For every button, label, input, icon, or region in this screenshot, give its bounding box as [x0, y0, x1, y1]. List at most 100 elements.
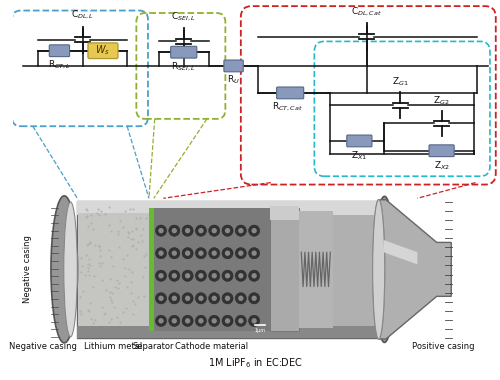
Circle shape [172, 273, 177, 279]
Text: R$_{SEI, L}$: R$_{SEI, L}$ [172, 60, 196, 73]
Circle shape [169, 247, 180, 259]
Text: Separator: Separator [132, 342, 173, 351]
Circle shape [248, 293, 260, 304]
Circle shape [248, 225, 260, 236]
Circle shape [156, 315, 166, 326]
Circle shape [212, 296, 217, 301]
Circle shape [182, 293, 193, 304]
Text: Positive casing: Positive casing [412, 342, 474, 351]
Circle shape [212, 250, 217, 256]
FancyBboxPatch shape [224, 60, 243, 72]
Text: Stainless-steel spacer: Stainless-steel spacer [282, 229, 288, 305]
Text: Conical spring: Conical spring [312, 242, 318, 292]
Bar [270, 208, 299, 331]
Circle shape [156, 270, 166, 281]
Text: 1µm: 1µm [254, 328, 266, 333]
Bar [78, 201, 378, 338]
Circle shape [185, 228, 190, 233]
Circle shape [212, 318, 217, 323]
Circle shape [208, 315, 220, 326]
Text: R$_U$: R$_U$ [227, 74, 240, 86]
Circle shape [196, 270, 206, 281]
Circle shape [225, 273, 230, 279]
Circle shape [182, 315, 193, 326]
Circle shape [225, 228, 230, 233]
Circle shape [236, 315, 246, 326]
Circle shape [222, 315, 233, 326]
Circle shape [238, 273, 244, 279]
Ellipse shape [372, 200, 384, 339]
Text: C$_{SEI, L}$: C$_{SEI, L}$ [172, 11, 196, 23]
Ellipse shape [64, 202, 78, 337]
Bar [149, 208, 154, 331]
Text: Negative casing: Negative casing [8, 342, 76, 351]
FancyBboxPatch shape [429, 145, 454, 157]
Circle shape [222, 270, 233, 281]
Circle shape [208, 247, 220, 259]
Text: R$_{CT,L}$: R$_{CT,L}$ [48, 59, 71, 71]
Ellipse shape [374, 196, 394, 342]
Text: Cathode material: Cathode material [175, 342, 248, 351]
Text: C$_{DL, Cat}$: C$_{DL, Cat}$ [351, 6, 382, 18]
Circle shape [196, 247, 206, 259]
Circle shape [248, 270, 260, 281]
FancyBboxPatch shape [347, 135, 372, 147]
Text: Z$_{G2}$: Z$_{G2}$ [434, 95, 450, 107]
Bar [78, 213, 149, 326]
Circle shape [196, 225, 206, 236]
Circle shape [238, 296, 244, 301]
Circle shape [196, 293, 206, 304]
FancyBboxPatch shape [276, 87, 303, 99]
Bar [78, 201, 378, 215]
Text: Z$_{X2}$: Z$_{X2}$ [434, 159, 450, 172]
Circle shape [248, 247, 260, 259]
Circle shape [198, 273, 203, 279]
Circle shape [172, 296, 177, 301]
Circle shape [172, 250, 177, 256]
Text: $W_s$: $W_s$ [96, 43, 110, 57]
Circle shape [158, 250, 164, 256]
Circle shape [172, 318, 177, 323]
Text: Z$_{G1}$: Z$_{G1}$ [392, 76, 409, 88]
Text: Lithium metal: Lithium metal [84, 342, 142, 351]
Circle shape [208, 293, 220, 304]
Circle shape [208, 270, 220, 281]
Circle shape [252, 296, 257, 301]
Circle shape [182, 225, 193, 236]
Circle shape [222, 247, 233, 259]
Circle shape [225, 250, 230, 256]
Text: R$_{CT, Cat}$: R$_{CT, Cat}$ [272, 101, 303, 114]
Circle shape [252, 228, 257, 233]
Circle shape [238, 318, 244, 323]
Circle shape [156, 225, 166, 236]
Circle shape [222, 293, 233, 304]
Circle shape [169, 293, 180, 304]
Circle shape [198, 296, 203, 301]
Circle shape [158, 296, 164, 301]
Circle shape [185, 296, 190, 301]
Bar [299, 211, 332, 328]
Circle shape [236, 225, 246, 236]
Circle shape [198, 228, 203, 233]
Circle shape [169, 315, 180, 326]
Circle shape [252, 318, 257, 323]
Circle shape [225, 296, 230, 301]
Circle shape [236, 247, 246, 259]
Circle shape [158, 273, 164, 279]
Text: Z$_{X1}$: Z$_{X1}$ [352, 149, 368, 162]
Circle shape [238, 228, 244, 233]
Circle shape [252, 250, 257, 256]
Circle shape [196, 315, 206, 326]
FancyBboxPatch shape [50, 45, 70, 57]
Circle shape [185, 250, 190, 256]
Text: Negative casing: Negative casing [24, 236, 32, 303]
Circle shape [222, 225, 233, 236]
Circle shape [198, 318, 203, 323]
Circle shape [169, 225, 180, 236]
Circle shape [156, 247, 166, 259]
Text: 1M LiPF$_6$ in EC:DEC: 1M LiPF$_6$ in EC:DEC [208, 356, 302, 370]
Circle shape [236, 270, 246, 281]
Circle shape [252, 273, 257, 279]
Ellipse shape [372, 200, 384, 339]
Circle shape [236, 293, 246, 304]
